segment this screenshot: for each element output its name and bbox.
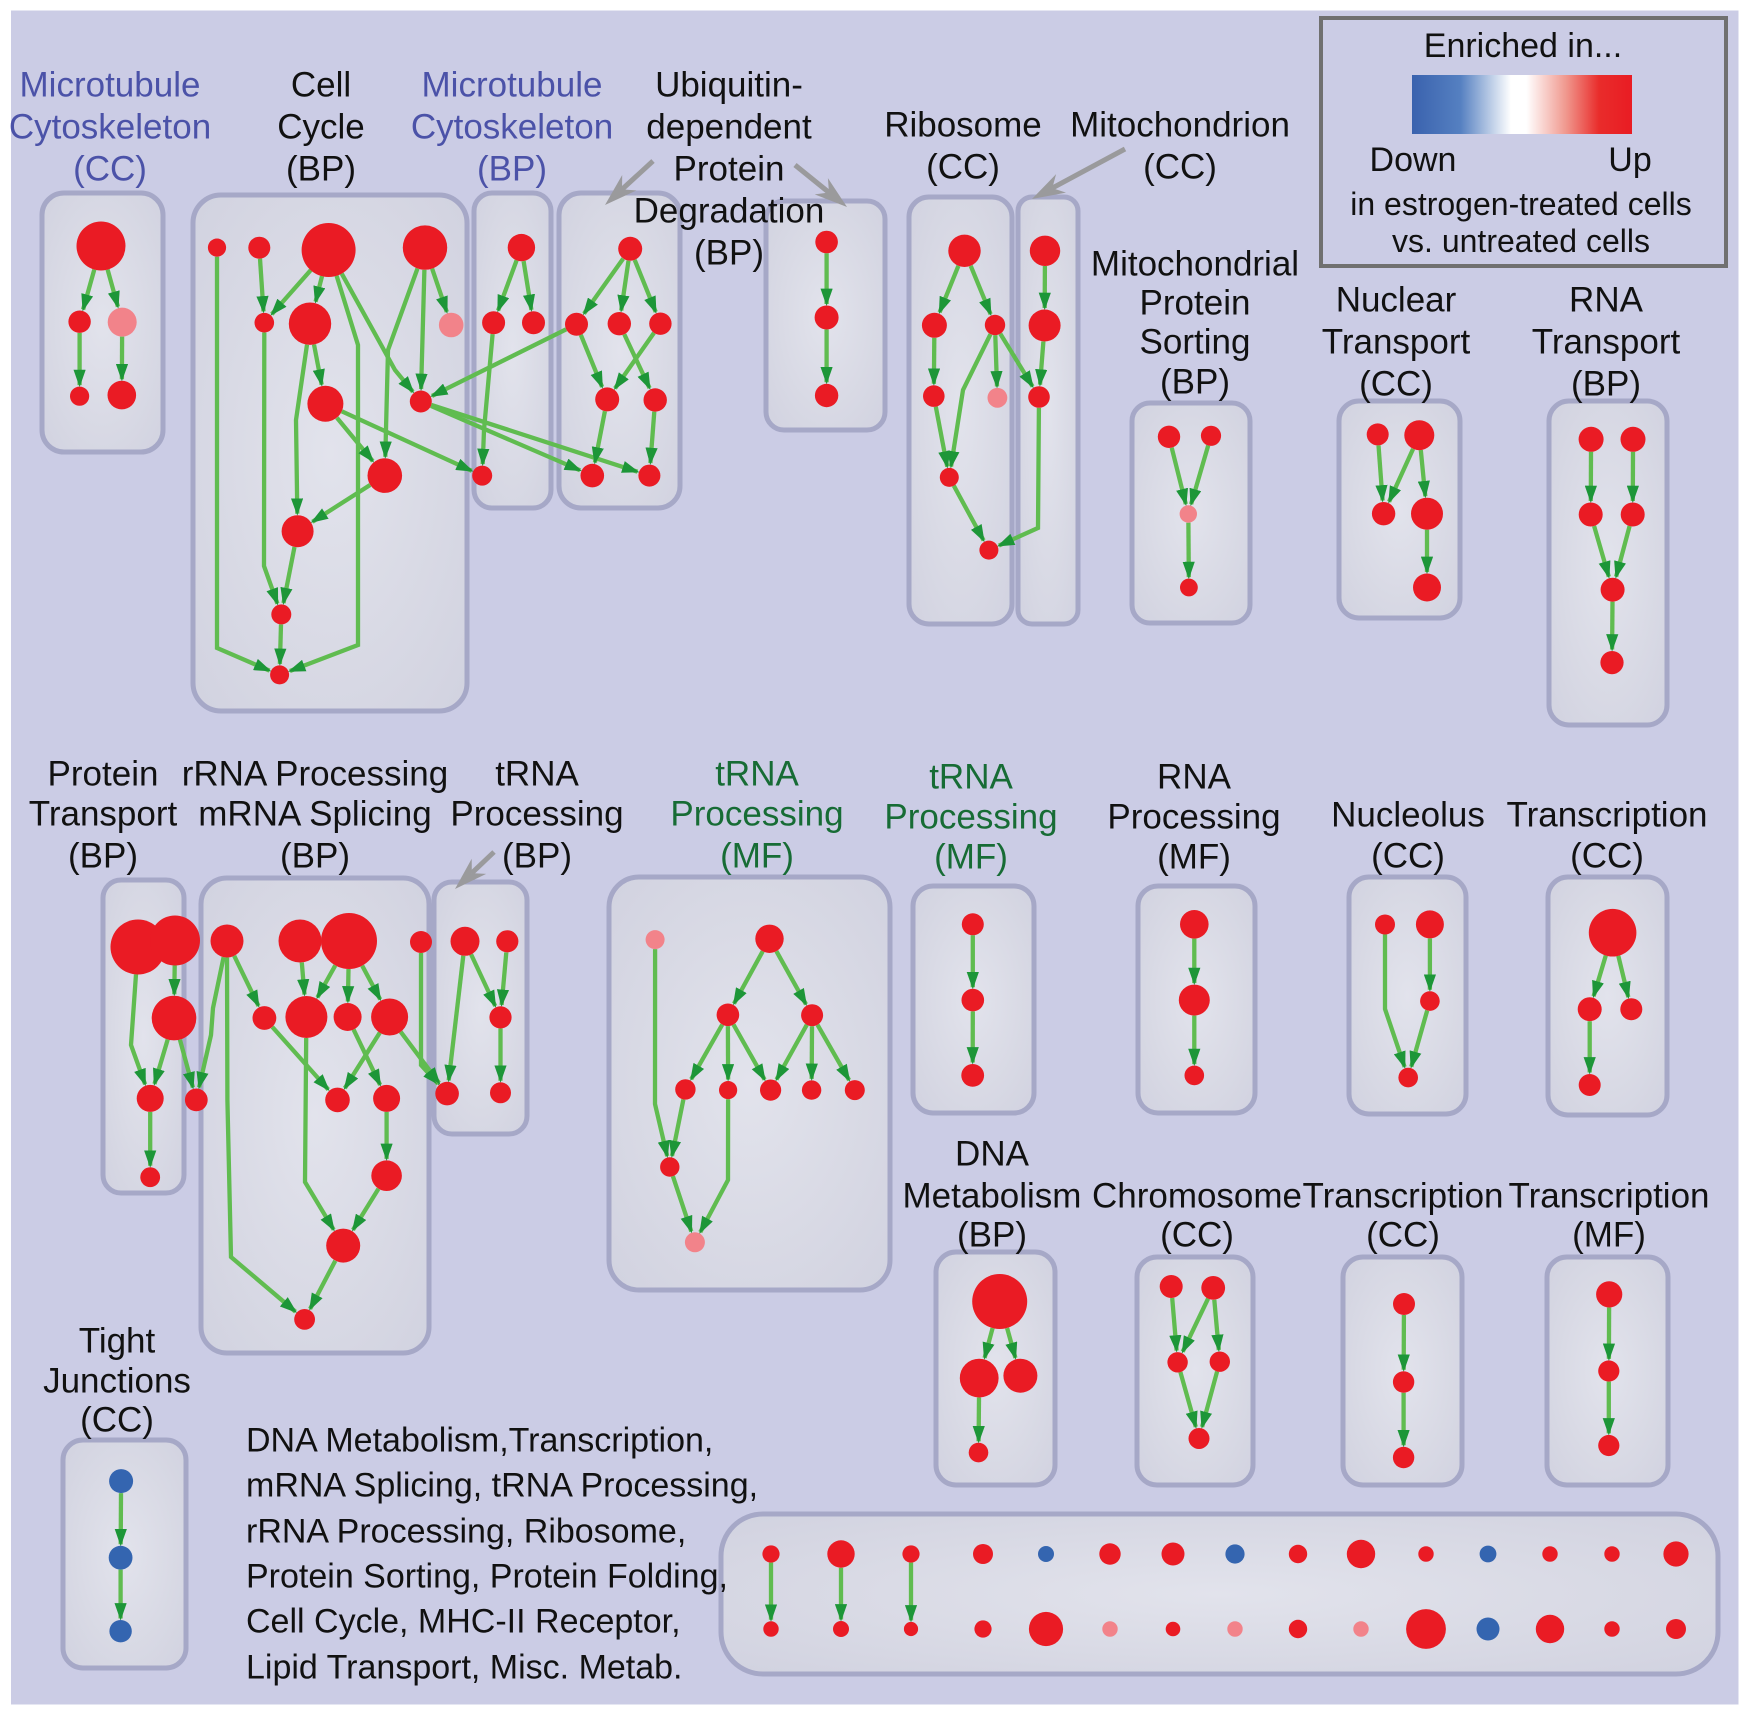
svg-text:(CC): (CC) [1160,1216,1234,1255]
svg-text:Mitochondrion: Mitochondrion [1070,106,1290,145]
svg-text:Ubiquitin-: Ubiquitin- [655,66,803,105]
svg-text:Transcription: Transcription [1507,796,1708,835]
svg-text:RNA: RNA [1569,281,1644,320]
svg-text:(CC): (CC) [1359,365,1433,404]
svg-text:(BP): (BP) [68,837,138,876]
svg-text:(BP): (BP) [694,234,764,273]
svg-text:tRNA: tRNA [495,755,579,794]
svg-text:Cell Cycle, MHC-II Receptor,: Cell Cycle, MHC-II Receptor, [246,1603,681,1641]
svg-text:Processing: Processing [670,795,843,834]
svg-text:tRNA: tRNA [929,758,1013,797]
svg-text:Protein: Protein [48,755,159,794]
svg-text:Chromosome: Chromosome [1092,1177,1302,1216]
svg-text:mRNA Splicing, tRNA Processing: mRNA Splicing, tRNA Processing, [246,1467,758,1505]
svg-text:rRNA Processing, Ribosome,: rRNA Processing, Ribosome, [246,1513,686,1551]
svg-text:in estrogen-treated cells: in estrogen-treated cells [1350,186,1692,222]
svg-text:(CC): (CC) [1371,837,1445,876]
svg-text:Tight: Tight [79,1322,156,1361]
svg-text:DNA: DNA [955,1135,1030,1174]
svg-text:Sorting: Sorting [1140,323,1251,362]
svg-text:vs. untreated cells: vs. untreated cells [1392,223,1650,259]
svg-text:Cell: Cell [291,66,351,105]
svg-text:Transport: Transport [1322,323,1471,362]
svg-text:(BP): (BP) [502,837,572,876]
svg-text:Nucleolus: Nucleolus [1331,796,1485,835]
svg-text:(MF): (MF) [934,838,1008,877]
svg-text:Nuclear: Nuclear [1336,281,1457,320]
svg-text:(BP): (BP) [957,1216,1027,1255]
svg-text:Transport: Transport [29,795,178,834]
svg-text:Protein Sorting, Protein Foldi: Protein Sorting, Protein Folding, [246,1558,728,1596]
svg-text:(MF): (MF) [1572,1216,1646,1255]
svg-text:Enriched in...: Enriched in... [1424,27,1622,65]
svg-text:Junctions: Junctions [43,1362,191,1401]
svg-text:(MF): (MF) [1157,838,1231,877]
svg-text:RNA: RNA [1157,758,1232,797]
svg-text:(CC): (CC) [1143,148,1217,187]
svg-text:Transcription: Transcription [1303,1177,1504,1216]
svg-text:Protein: Protein [674,150,785,189]
svg-text:(CC): (CC) [73,150,147,189]
svg-text:(BP): (BP) [1160,363,1230,402]
svg-text:Cytoskeleton: Cytoskeleton [411,108,613,147]
svg-text:(CC): (CC) [80,1401,154,1440]
svg-text:Microtubule: Microtubule [422,66,603,105]
svg-text:Processing: Processing [450,795,623,834]
svg-text:Degradation: Degradation [634,192,825,231]
svg-text:(BP): (BP) [280,837,350,876]
svg-text:Transport: Transport [1532,323,1681,362]
svg-text:dependent: dependent [646,108,812,147]
svg-text:Cycle: Cycle [277,108,365,147]
svg-text:mRNA Splicing: mRNA Splicing [198,795,431,834]
svg-text:Processing: Processing [1107,798,1280,837]
svg-text:(BP): (BP) [1571,365,1641,404]
svg-text:(MF): (MF) [720,837,794,876]
svg-text:(CC): (CC) [1570,837,1644,876]
svg-text:Lipid Transport, Misc. Metab.: Lipid Transport, Misc. Metab. [246,1649,683,1687]
svg-text:(CC): (CC) [926,148,1000,187]
svg-text:Protein: Protein [1140,284,1251,323]
svg-text:Cytoskeleton: Cytoskeleton [9,108,211,147]
svg-text:(CC): (CC) [1366,1216,1440,1255]
svg-text:rRNA Processing: rRNA Processing [182,755,448,794]
svg-text:tRNA: tRNA [715,755,799,794]
svg-text:Down: Down [1370,141,1457,179]
svg-text:Microtubule: Microtubule [20,66,201,105]
svg-text:Processing: Processing [884,798,1057,837]
svg-text:Mitochondrial: Mitochondrial [1091,245,1299,284]
svg-text:Up: Up [1608,141,1651,179]
svg-text:Transcription: Transcription [1509,1177,1710,1216]
svg-text:Metabolism: Metabolism [903,1177,1082,1216]
svg-text:(BP): (BP) [286,150,356,189]
svg-text:(BP): (BP) [477,150,547,189]
svg-text:Ribosome: Ribosome [884,106,1042,145]
svg-text:DNA Metabolism,Transcription,: DNA Metabolism,Transcription, [246,1422,713,1460]
